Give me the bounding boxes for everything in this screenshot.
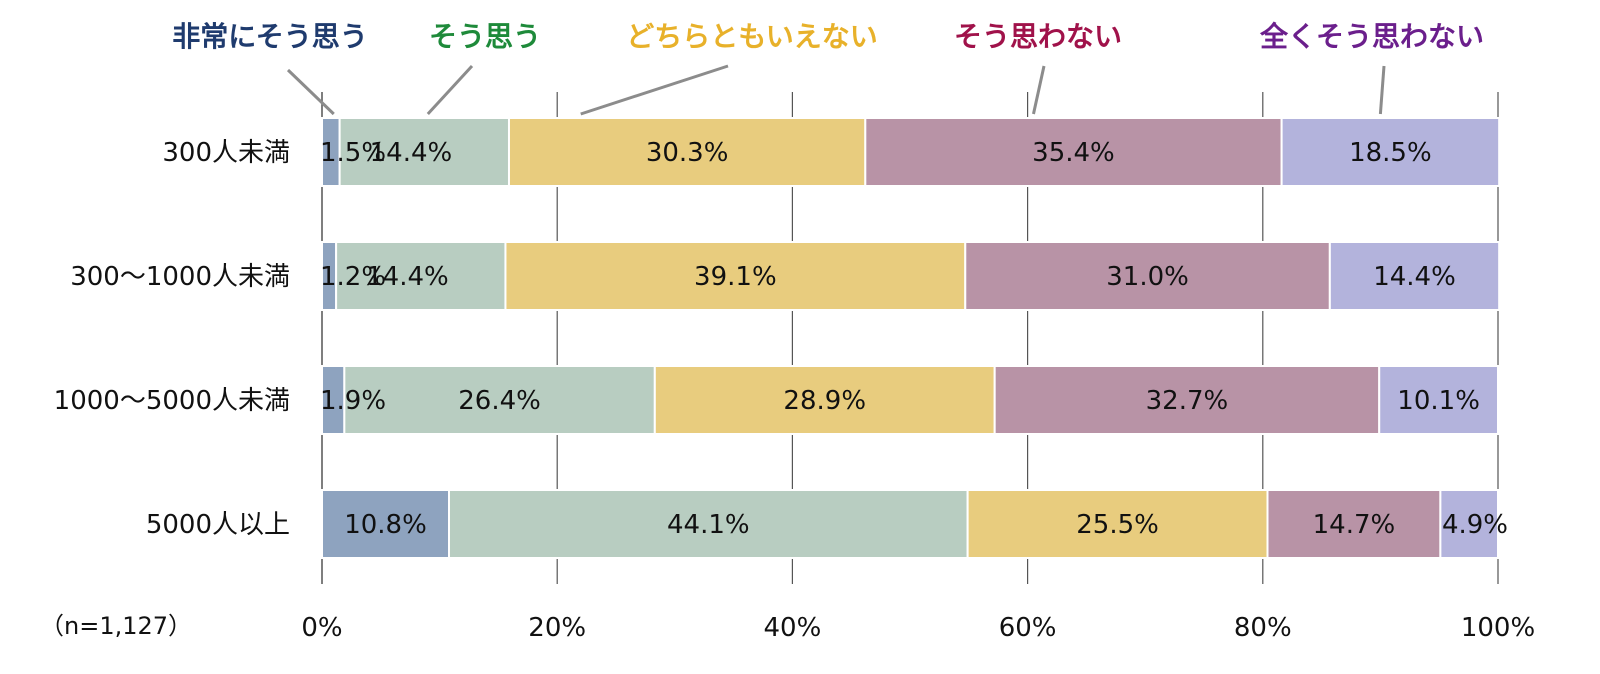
x-tick-label: 80% (1234, 613, 1292, 643)
data-label: 31.0% (1106, 262, 1189, 292)
data-label: 4.9% (1442, 510, 1508, 540)
legend: 非常にそう思う そう思う どちらともいえない そう思わない 全くそう思わない (172, 20, 1484, 116)
legend-label: そう思う (429, 20, 541, 53)
legend-label: 全くそう思わない (1259, 20, 1484, 53)
x-tick-label: 0% (301, 613, 342, 643)
data-label: 32.7% (1146, 386, 1229, 416)
data-label: 26.4% (458, 386, 541, 416)
data-label: 28.9% (783, 386, 866, 416)
data-label: 44.1% (667, 510, 750, 540)
data-label: 14.4% (366, 262, 449, 292)
bar-segment (321, 489, 451, 559)
legend-label: そう思わない (954, 20, 1122, 53)
bar-segment (507, 117, 867, 187)
bar-segment (1280, 117, 1501, 187)
data-label: 39.1% (694, 262, 777, 292)
bar-segment (993, 365, 1381, 435)
data-label: 25.5% (1076, 510, 1159, 540)
category-label: 1000～5000人未満 (54, 386, 290, 416)
bar-segment (966, 489, 1269, 559)
legend-leader-line (1032, 65, 1046, 115)
legend-leader-line (286, 68, 335, 116)
x-tick-labels: 0% 20% 40% 60% 80% 100% (301, 613, 1535, 643)
bar-segment (504, 241, 967, 311)
category-labels: 300人未満 300～1000人未満 1000～5000人未満 5000人以上 (54, 138, 290, 540)
data-label: 1.9% (320, 386, 386, 416)
category-label: 300～1000人未満 (70, 262, 290, 292)
bar-segment (864, 117, 1283, 187)
x-tick-label: 40% (764, 613, 822, 643)
x-tick-label: 100% (1461, 613, 1535, 643)
bar-segment (1328, 241, 1501, 311)
data-label: 14.4% (370, 138, 453, 168)
data-label: 18.5% (1349, 138, 1432, 168)
data-label: 1.5% (320, 138, 386, 168)
data-label: 10.8% (344, 510, 427, 540)
legend-label: 非常にそう思う (172, 20, 367, 53)
data-label: 1.2% (320, 262, 386, 292)
category-label: 300人未満 (162, 138, 290, 168)
legend-label: どちらともいえない (626, 20, 877, 53)
bar-segment (448, 489, 969, 559)
bar-segment (1378, 365, 1499, 435)
bar-segment (1439, 489, 1499, 559)
data-label: 14.7% (1313, 510, 1396, 540)
legend-leader-line (580, 64, 729, 116)
category-label: 5000人以上 (146, 510, 290, 540)
data-label: 10.1% (1397, 386, 1480, 416)
data-label: 14.4% (1373, 262, 1456, 292)
bar-segment (335, 241, 507, 311)
legend-leader-line (426, 64, 474, 116)
bars: 1.5%14.4% 30.3% 35.4% 18.5%1.2%14.4% 39.1% 31… (320, 117, 1508, 559)
x-tick-label: 60% (999, 613, 1057, 643)
sample-size-note: （n=1,127） (40, 612, 192, 640)
bar-segment (653, 365, 996, 435)
data-label: 35.4% (1032, 138, 1115, 168)
bar-segment (1266, 489, 1442, 559)
legend-leader-line (1378, 65, 1386, 115)
x-tick-label: 20% (528, 613, 586, 643)
bar-segment (343, 365, 656, 435)
data-label: 30.3% (646, 138, 729, 168)
bar-segment (964, 241, 1331, 311)
